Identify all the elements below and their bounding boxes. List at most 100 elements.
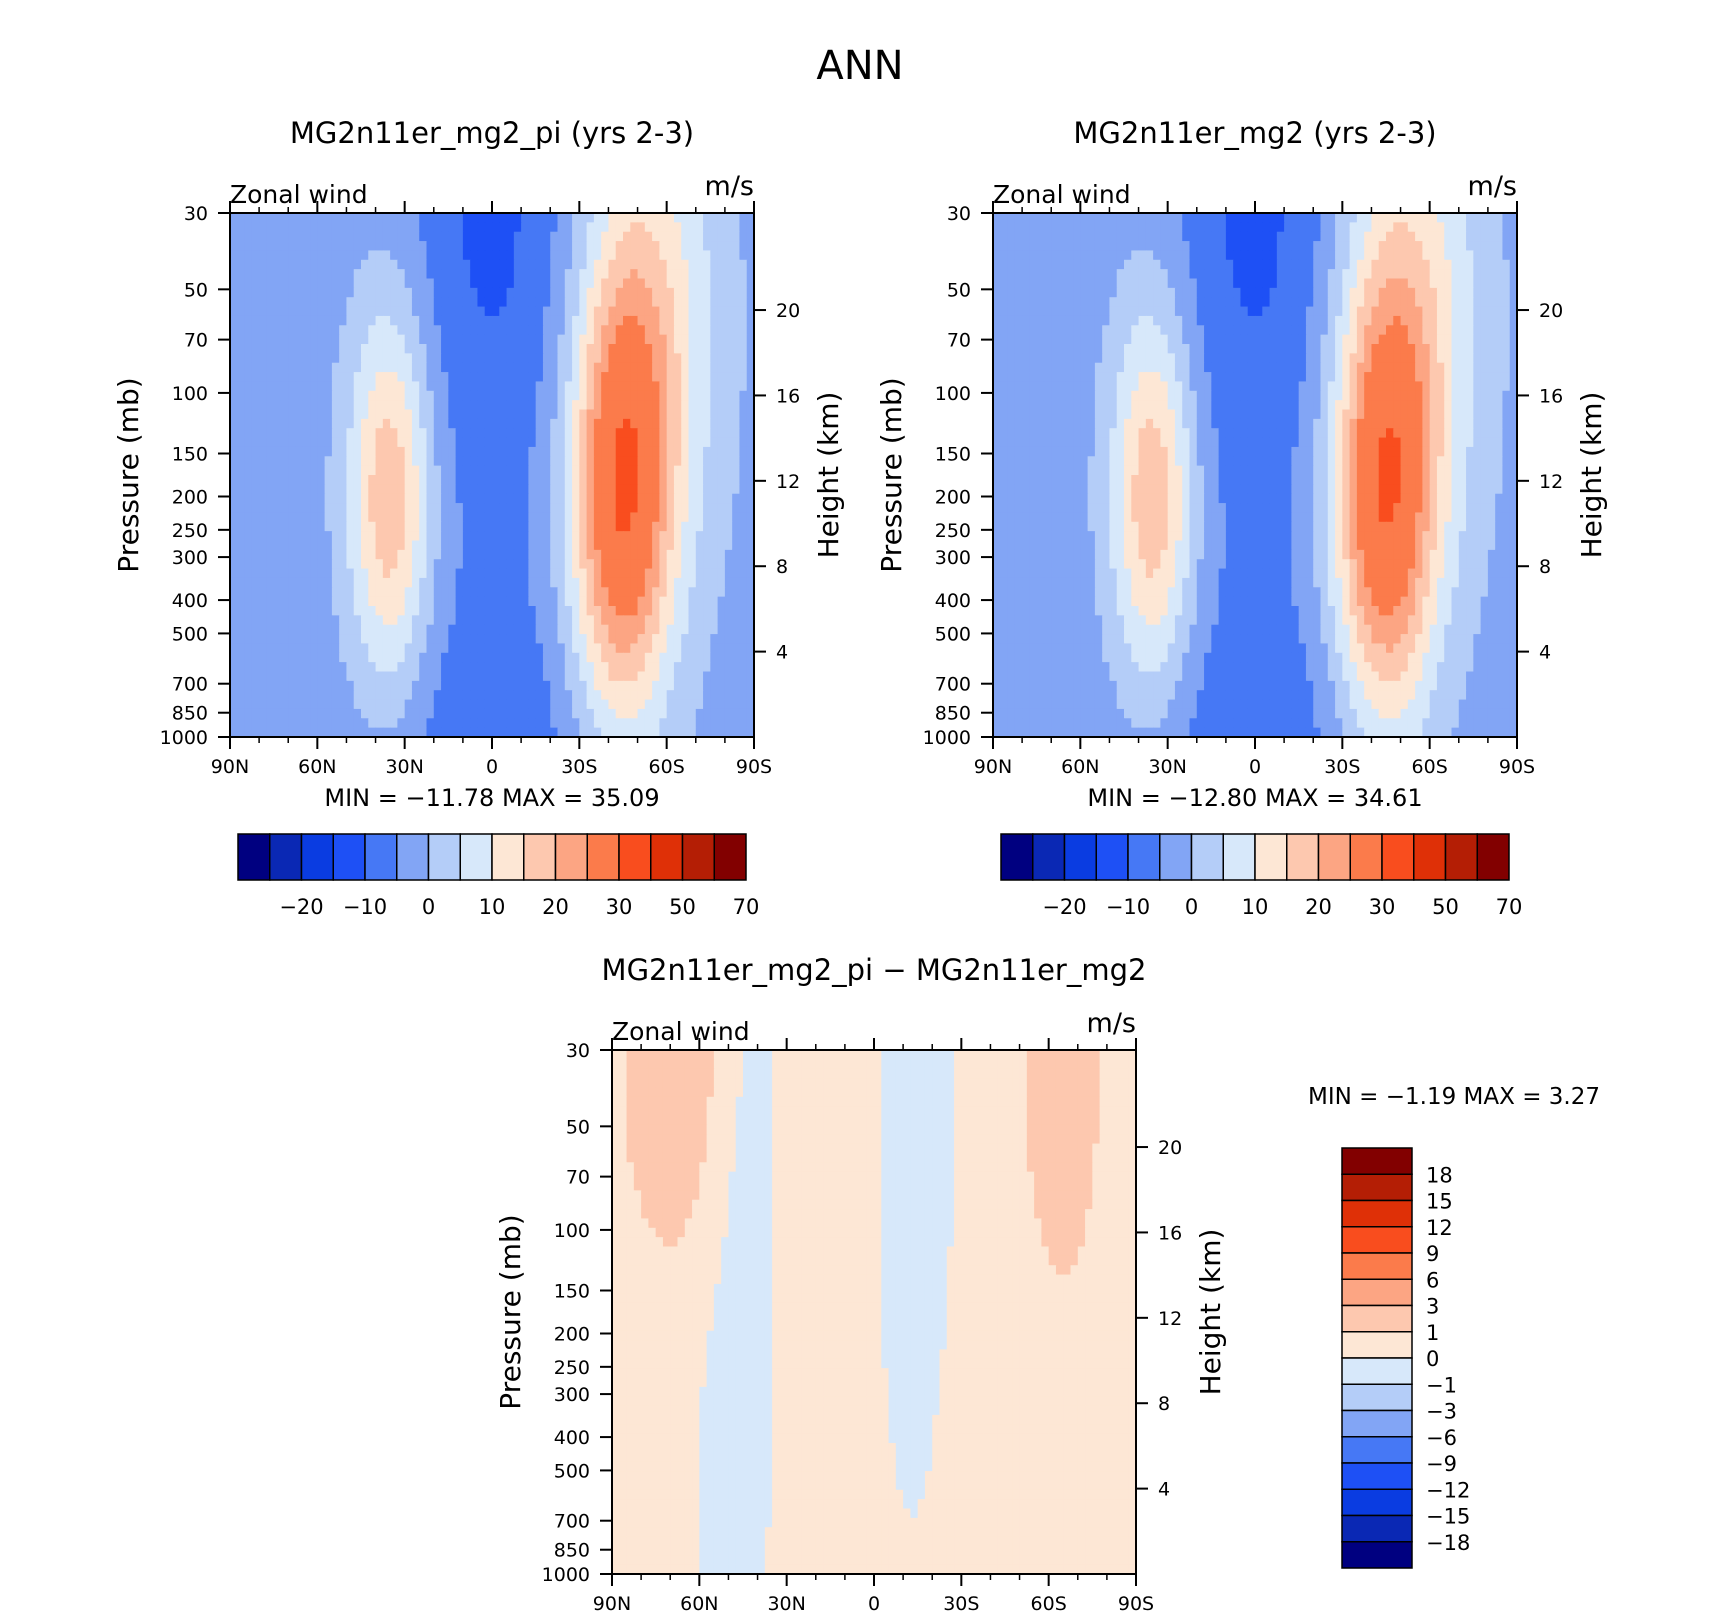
heatmap-cell [688,409,697,420]
heatmap-cell [317,540,326,551]
heatmap-cell [441,690,449,701]
heatmap-cell [513,381,522,392]
heatmap-cell [615,549,624,560]
heatmap-cell [470,549,479,560]
heatmap-cell [244,680,253,691]
heatmap-cell [411,231,420,242]
heatmap-cell [470,241,479,252]
heatmap-cell [433,503,442,514]
heatmap-cell [1014,222,1023,233]
heatmap-cell [673,278,682,289]
heatmap-cell [652,241,660,252]
heatmap-cell [346,606,355,616]
heatmap-cell [273,690,282,701]
heatmap-cell [382,652,391,663]
heatmap-cell [470,606,479,616]
heatmap-cell [404,344,413,354]
heatmap-cell [681,652,690,663]
heatmap-cell [470,521,479,532]
heatmap-cell [244,213,253,223]
heatmap-cell [710,269,719,280]
heatmap-cell [579,381,588,392]
heatmap-cell [506,381,515,392]
heatmap-cell [710,315,719,326]
heatmap-cell [1102,222,1111,233]
heatmap-cell [237,521,246,532]
heatmap-cell [644,344,653,354]
heatmap-cell [1364,306,1373,317]
heatmap-cell [499,549,508,560]
heatmap-cell [528,559,537,570]
heatmap-cell [615,531,624,542]
heatmap-cell [1378,315,1387,326]
heatmap-cell [353,549,362,560]
heatmap-cell [339,690,348,701]
heatmap-cell [586,287,595,298]
heatmap-cell [724,652,733,663]
heatmap-cell [673,531,682,542]
heatmap-cell [710,596,719,607]
heatmap-cell [710,222,719,233]
heatmap-cell [237,718,246,729]
heatmap-cell [237,437,246,448]
heatmap-cell [1160,250,1169,261]
heatmap-cell [368,315,377,326]
heatmap-cell [346,437,355,448]
heatmap-cell [259,334,267,345]
heatmap-cell [339,446,348,457]
heatmap-cell [688,344,697,354]
heatmap-cell [1276,250,1285,261]
heatmap-cell [673,624,682,635]
heatmap-cell [317,437,326,448]
heatmap-cell [1073,297,1081,308]
heatmap-cell [1262,231,1271,242]
heatmap-cell [586,718,595,729]
heatmap-cell [266,531,275,542]
heatmap-cell [317,372,326,383]
heatmap-cell [703,446,711,457]
heatmap-cell [492,680,500,691]
heatmap-cell [324,250,333,261]
heatmap-cell [288,596,297,607]
heatmap-cell [666,381,675,392]
heatmap-cell [368,222,377,233]
heatmap-cell [462,437,471,448]
heatmap-cell [513,606,522,616]
heatmap-cell [1349,231,1358,242]
heatmap-cell [251,446,260,457]
heatmap-cell [506,390,515,401]
heatmap-cell [470,353,479,364]
heatmap-cell [644,652,653,663]
heatmap-cell [499,250,508,261]
heatmap-cell [615,231,624,242]
heatmap-cell [411,559,420,570]
heatmap-cell [535,690,544,701]
heatmap-cell [237,680,246,691]
heatmap-cell [659,577,668,588]
heatmap-cell [630,381,639,392]
heatmap-cell [448,325,457,336]
heatmap-cell [1422,278,1431,289]
heatmap-cell [659,690,668,701]
heatmap-cell [397,512,406,523]
heatmap-cell [1400,259,1409,270]
heatmap-cell [732,690,741,701]
heatmap-cell [419,222,428,233]
heatmap-cell [535,259,544,270]
heatmap-cell [601,231,610,242]
heatmap-cell [615,493,624,504]
heatmap-cell [746,334,755,345]
heatmap-cell [419,381,428,392]
heatmap-cell [724,437,733,448]
heatmap-cell [673,690,682,701]
heatmap-cell [1356,213,1365,223]
heatmap-cell [1051,269,1060,280]
heatmap-cell [397,222,406,233]
heatmap-cell [361,390,369,401]
heatmap-cell [623,493,631,504]
heatmap-cell [317,269,326,280]
heatmap-cell [513,269,522,280]
heatmap-cell [390,259,398,270]
heatmap-cell [623,287,631,298]
heatmap-cell [324,559,333,570]
